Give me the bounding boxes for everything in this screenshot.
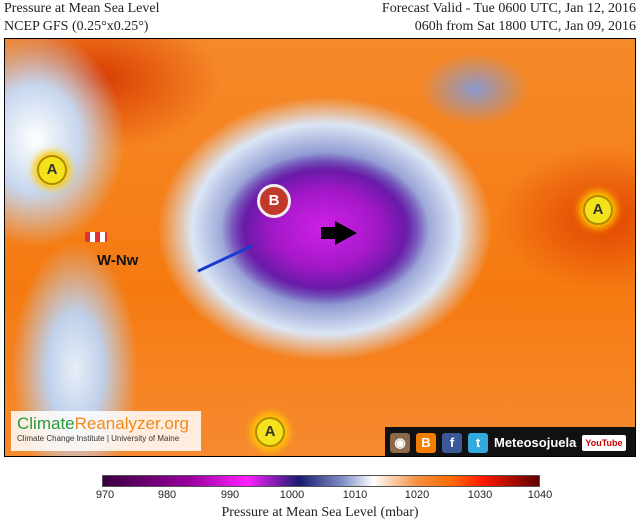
model-label: NCEP GFS (0.25°x0.25°)	[4, 19, 149, 34]
logo-part2: Reanalyzer.org	[74, 414, 189, 433]
social-bar: ◉ B f t Meteosojuela YouTube	[385, 427, 635, 456]
logo-subtitle: Climate Change Institute | University of…	[17, 434, 180, 443]
colorbar-tick: 1030	[467, 489, 493, 501]
colorbar-tick: 1020	[404, 489, 430, 501]
colorbar-tick: 970	[95, 489, 115, 501]
movement-arrowhead-icon	[335, 221, 357, 245]
colorbar-tick: 1000	[279, 489, 305, 501]
facebook-icon[interactable]: f	[442, 432, 462, 453]
colorbar	[102, 475, 540, 487]
climate-reanalyzer-logo: ClimateReanalyzer.org Climate Change Ins…	[11, 411, 201, 451]
instagram-icon[interactable]: ◉	[390, 432, 410, 453]
high-pressure-icon: A	[37, 155, 67, 185]
twitter-icon[interactable]: t	[468, 432, 488, 453]
high-pressure-icon: A	[255, 417, 285, 447]
channel-name: Meteosojuela	[494, 435, 577, 450]
forecast-valid: Forecast Valid - Tue 0600 UTC, Jan 12, 2…	[381, 1, 636, 16]
colorbar-title: Pressure at Mean Sea Level (mbar)	[221, 505, 419, 520]
cold-front-icon	[197, 244, 253, 273]
map-title: Pressure at Mean Sea Level	[4, 1, 160, 16]
high-pressure-icon: A	[583, 195, 613, 225]
colorbar-tick: 990	[220, 489, 240, 501]
header-right: Forecast Valid - Tue 0600 UTC, Jan 12, 2…	[382, 0, 636, 36]
forecast-run: 060h from Sat 1800 UTC, Jan 09, 2016	[414, 19, 636, 34]
colorbar-tick: 980	[157, 489, 177, 501]
logo-part1: Climate	[17, 414, 75, 433]
movement-arrow-icon	[321, 227, 337, 239]
low-pressure-icon: B	[257, 184, 291, 218]
header-left: Pressure at Mean Sea Level NCEP GFS (0.2…	[4, 0, 160, 36]
colorbar-tick: 1040	[527, 489, 553, 501]
windsock-icon	[85, 232, 107, 242]
wind-direction-label: W-Nw	[97, 252, 139, 269]
pressure-map: A A A B W-Nw ClimateReanalyzer.org Clima…	[4, 38, 636, 457]
colorbar-tick: 1010	[342, 489, 368, 501]
blogger-icon[interactable]: B	[416, 432, 436, 453]
youtube-icon[interactable]: YouTube	[582, 434, 626, 451]
